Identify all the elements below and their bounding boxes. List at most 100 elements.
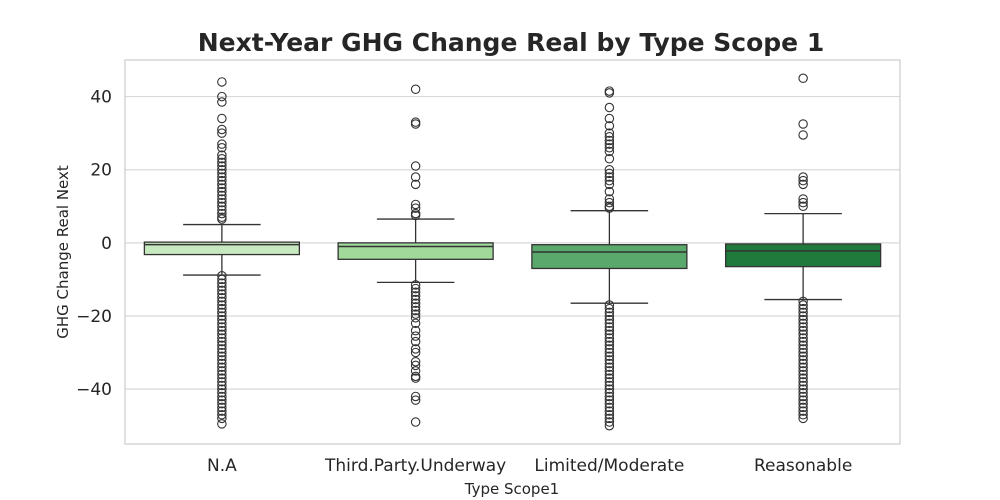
outlier-point [217,91,227,102]
outlier-point [410,172,421,182]
outlier-point [798,336,808,347]
box-group-4 [724,73,882,424]
outlier-point [798,369,808,380]
outlier-point [217,274,227,285]
outlier-point [217,344,227,354]
outlier-point [217,139,227,149]
outlier-point [410,371,421,382]
outlier-point [604,355,615,365]
outlier-point [217,197,227,208]
outlier-point [217,391,227,402]
y-tick-label: −40 [76,380,112,400]
outlier-point [217,201,227,212]
chart-title: Next-Year GHG Change Real by Type Scope … [198,28,825,57]
outlier-point [410,283,421,294]
outlier-point [217,366,227,376]
outlier-point [410,203,421,213]
outlier-point [217,153,227,164]
outlier-point [604,102,615,113]
outlier-point [604,203,615,213]
outlier-point [217,208,227,219]
outlier-point [410,84,421,95]
outlier-point [798,344,808,354]
outlier-point [604,318,615,329]
outlier-point [604,168,615,179]
outlier-point [798,307,808,318]
outlier-point [604,179,615,190]
outlier-point [217,168,227,179]
outlier-point [410,298,421,308]
outlier-point [410,287,421,297]
outlier-point [798,300,808,310]
outlier-point [217,419,227,429]
outlier-point [217,128,227,138]
outlier-point [410,331,421,341]
outlier-point [798,391,808,402]
outlier-point [217,318,227,329]
x-tick-label: N.A [207,456,237,476]
outlier-point [410,366,421,376]
outlier-point [798,358,808,369]
outlier-point [798,377,808,387]
outlier-point [217,172,227,182]
outlier-point [217,384,227,394]
outlier-point [217,205,227,215]
outlier-point [604,369,615,380]
outlier-point [217,157,227,168]
outlier-point [798,303,808,314]
y-tick-label: −20 [76,307,112,327]
outlier-point [217,336,227,347]
outlier-point [604,344,615,354]
outlier-point [604,399,615,409]
outlier-point [604,333,615,343]
outlier-point [604,143,615,153]
outlier-point [217,322,227,332]
outlier-point [410,280,421,290]
outlier-point [217,303,227,314]
outlier-point [604,366,615,376]
outlier-point [604,409,615,420]
outlier-point [798,406,808,416]
outlier-point [410,325,421,336]
outlier-point [798,73,808,84]
outlier-point [217,311,227,321]
outlier-point [217,164,227,175]
outlier-point [410,360,421,371]
outlier-point [217,402,227,413]
outlier-point [410,208,421,219]
outlier-point [217,292,227,303]
outlier-point [604,113,615,124]
outlier-point [217,150,227,160]
outlier-point [604,340,615,351]
outlier-point [798,373,808,383]
outlier-point [410,117,421,127]
outlier-point [798,119,808,129]
outlier-point [410,391,421,402]
outlier-point [217,296,227,307]
outlier-point [798,314,808,325]
outlier-point [217,358,227,369]
outlier-point [604,307,615,318]
outlier-point [604,146,615,157]
outlier-point [217,281,227,292]
outlier-point [604,373,615,383]
outlier-point [798,333,808,343]
outlier-point [798,318,808,329]
outlier-point [217,314,227,325]
outlier-point [217,186,227,197]
outlier-point [604,395,615,405]
iqr-box [531,244,688,270]
outlier-point [410,344,421,354]
y-axis-label: GHG Change Real Next [54,165,72,339]
outlier-point [217,340,227,351]
outlier-point [604,175,615,186]
outlier-point [798,130,808,140]
outlier-point [217,285,227,296]
box-group-2 [337,84,494,427]
outlier-point [217,289,227,299]
outlier-point [410,294,421,305]
box-layer [143,73,882,431]
outlier-point [798,296,808,307]
outlier-point [217,214,227,224]
